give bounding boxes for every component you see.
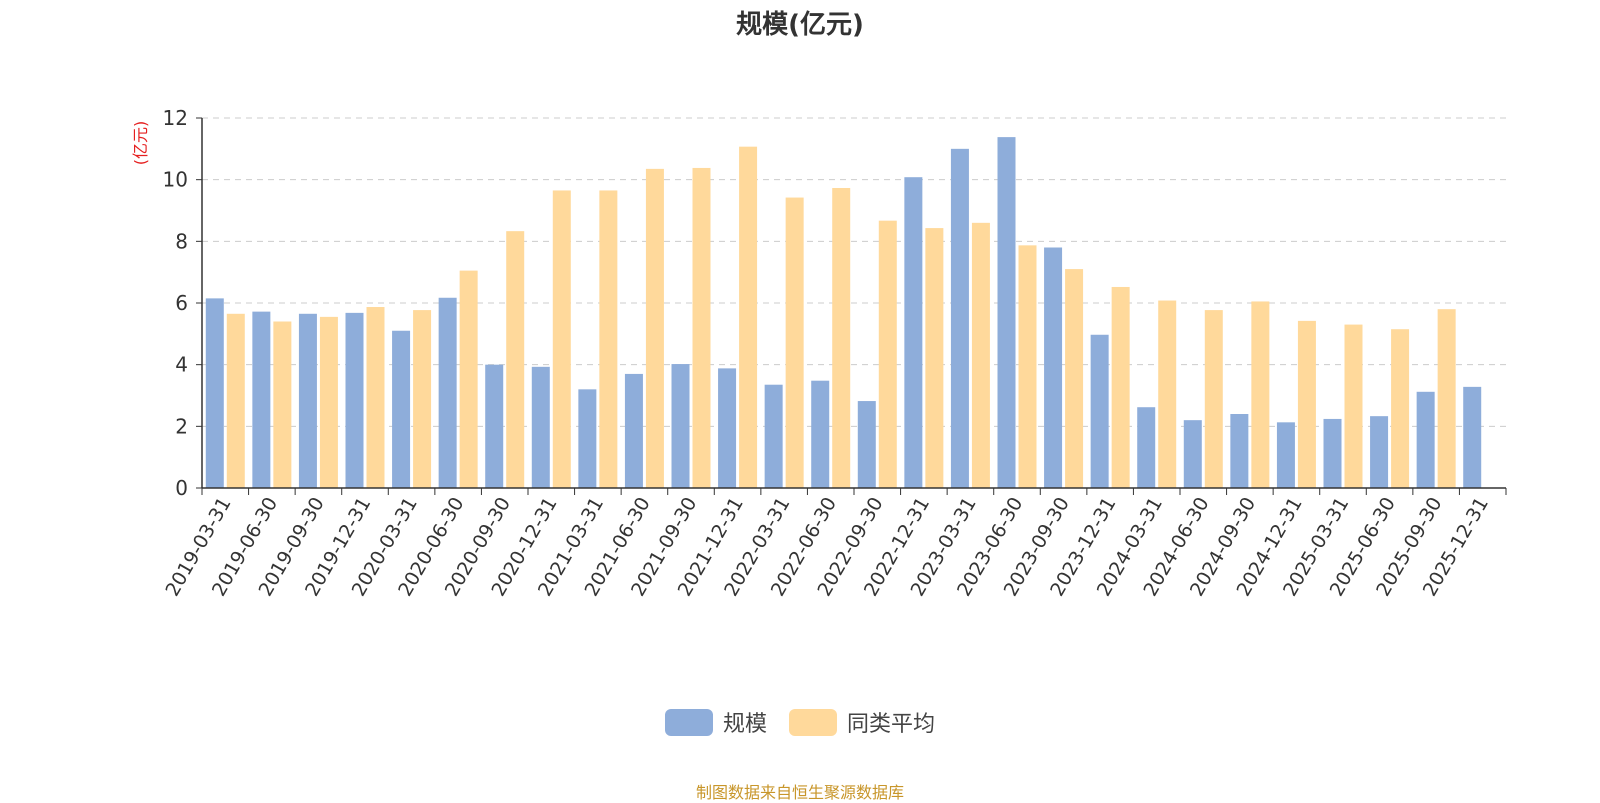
source-note: 制图数据来自恒生聚源数据库	[695, 783, 904, 802]
bar-series-2-2019-03-31[interactable]	[226, 313, 245, 488]
bar-series-1-2023-03-31[interactable]	[950, 148, 969, 489]
legend-swatch-series-2	[789, 708, 837, 736]
bar-series-2-2023-09-30[interactable]	[1065, 269, 1084, 488]
y-tick-label: 8	[175, 229, 188, 253]
bar-series-2-2022-06-30[interactable]	[832, 187, 851, 488]
bar-series-1-2019-03-31[interactable]	[205, 298, 224, 488]
bar-series-1-2024-06-30[interactable]	[1183, 420, 1202, 488]
bar-chart: 024681012(亿元)2019-03-312019-06-302019-09…	[131, 106, 1507, 600]
bar-series-2-2023-06-30[interactable]	[1018, 245, 1037, 488]
bar-series-2-2022-03-31[interactable]	[785, 197, 804, 489]
bar-series-1-2024-09-30[interactable]	[1230, 414, 1249, 488]
y-tick-label: 4	[175, 353, 188, 377]
bar-series-1-2019-09-30[interactable]	[298, 313, 317, 488]
chart-title: 规模(亿元)	[736, 10, 864, 40]
legend-swatch-series-1	[664, 708, 713, 736]
y-tick-label: 10	[163, 168, 188, 192]
bar-series-2-2021-12-31[interactable]	[739, 146, 758, 489]
bar-series-2-2024-09-30[interactable]	[1251, 301, 1270, 488]
y-tick-label: 12	[163, 106, 188, 130]
bar-series-2-2019-09-30[interactable]	[319, 316, 338, 488]
axes	[196, 117, 1507, 495]
bar-series-2-2020-12-31[interactable]	[552, 190, 571, 489]
bars	[205, 137, 1482, 489]
bar-series-1-2025-12-31[interactable]	[1463, 386, 1482, 488]
bar-series-1-2023-12-31[interactable]	[1090, 334, 1109, 488]
bar-series-2-2020-03-31[interactable]	[413, 310, 432, 488]
bar-series-1-2020-03-31[interactable]	[392, 330, 411, 488]
bar-series-2-2021-09-30[interactable]	[692, 167, 711, 488]
bar-series-1-2019-12-31[interactable]	[345, 312, 364, 488]
bar-series-2-2021-06-30[interactable]	[645, 168, 664, 488]
bar-series-1-2021-12-31[interactable]	[718, 368, 737, 488]
bar-series-1-2024-12-31[interactable]	[1276, 422, 1295, 488]
bar-series-1-2023-09-30[interactable]	[1044, 247, 1063, 489]
legend-label-series-2: 同类平均	[847, 712, 936, 737]
bar-series-2-2025-03-31[interactable]	[1344, 324, 1363, 488]
bar-series-1-2025-09-30[interactable]	[1416, 391, 1435, 488]
bar-series-2-2023-12-31[interactable]	[1111, 286, 1130, 488]
bar-series-1-2024-03-31[interactable]	[1137, 407, 1156, 488]
bar-series-1-2021-03-31[interactable]	[578, 389, 597, 488]
bar-series-2-2024-12-31[interactable]	[1297, 320, 1316, 488]
bar-series-1-2025-06-30[interactable]	[1370, 416, 1389, 488]
bar-series-1-2022-06-30[interactable]	[811, 380, 830, 488]
bar-series-2-2023-03-31[interactable]	[971, 222, 990, 489]
bar-series-2-2024-06-30[interactable]	[1204, 310, 1223, 488]
grid-lines	[202, 117, 1506, 427]
y-tick-label: 2	[175, 414, 188, 438]
bar-series-1-2021-09-30[interactable]	[671, 364, 690, 488]
bar-series-1-2020-09-30[interactable]	[485, 364, 504, 488]
y-axis-label: (亿元)	[131, 121, 150, 166]
y-tick-label: 6	[175, 291, 188, 315]
bar-series-1-2019-06-30[interactable]	[252, 311, 271, 488]
legend-item-series-2[interactable]: 同类平均	[789, 706, 935, 738]
bar-series-2-2024-03-31[interactable]	[1158, 300, 1177, 488]
bar-series-2-2020-09-30[interactable]	[506, 231, 525, 489]
y-tick-label: 0	[175, 476, 188, 500]
legend-label-series-1: 规模	[722, 712, 767, 737]
bar-series-2-2020-06-30[interactable]	[459, 270, 478, 488]
bar-series-1-2020-06-30[interactable]	[438, 297, 457, 488]
legend-item-series-1[interactable]: 规模	[664, 706, 767, 738]
bar-series-2-2022-09-30[interactable]	[878, 220, 897, 489]
bar-series-1-2022-09-30[interactable]	[857, 401, 876, 488]
bar-series-1-2022-12-31[interactable]	[904, 177, 923, 488]
bar-series-1-2020-12-31[interactable]	[531, 366, 550, 488]
bar-series-1-2023-06-30[interactable]	[997, 137, 1016, 488]
bar-series-2-2025-06-30[interactable]	[1391, 329, 1410, 488]
bar-series-2-2019-06-30[interactable]	[273, 321, 292, 489]
bar-series-1-2021-06-30[interactable]	[624, 373, 643, 488]
bar-series-1-2022-03-31[interactable]	[764, 384, 783, 488]
bar-series-2-2019-12-31[interactable]	[366, 307, 385, 488]
bar-series-2-2021-03-31[interactable]	[599, 190, 618, 489]
bar-series-2-2022-12-31[interactable]	[925, 228, 944, 488]
legend: 规模 同类平均	[0, 706, 1600, 738]
bar-series-1-2025-03-31[interactable]	[1323, 418, 1342, 488]
bar-series-2-2025-09-30[interactable]	[1437, 309, 1456, 488]
